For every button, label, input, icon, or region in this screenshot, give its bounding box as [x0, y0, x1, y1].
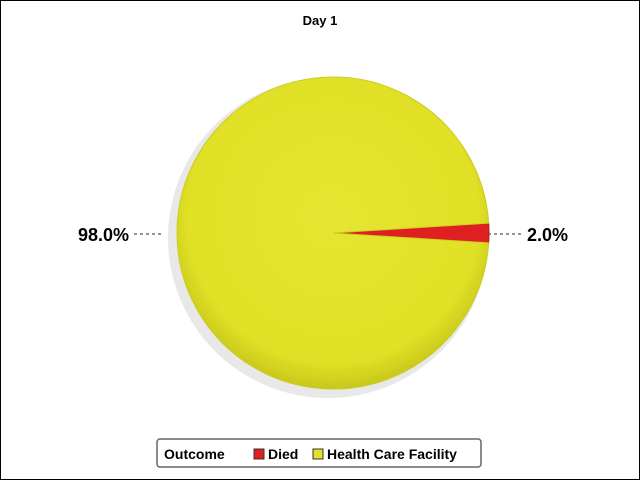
chart-title: Day 1: [303, 13, 338, 28]
pie-slice-health-care-facility: [176, 76, 490, 390]
legend-label-died: Died: [268, 446, 298, 462]
legend-swatch-health-care-facility: [312, 448, 324, 460]
legend: Outcome Died Health Care Facility: [156, 438, 482, 468]
legend-title: Outcome: [164, 446, 225, 462]
data-label-health-care-facility: 98.0%: [78, 225, 129, 245]
data-label-died: 2.0%: [527, 225, 568, 245]
pie-slices: [176, 76, 490, 390]
legend-label-health-care-facility: Health Care Facility: [327, 446, 457, 462]
legend-swatch-died: [253, 448, 265, 460]
